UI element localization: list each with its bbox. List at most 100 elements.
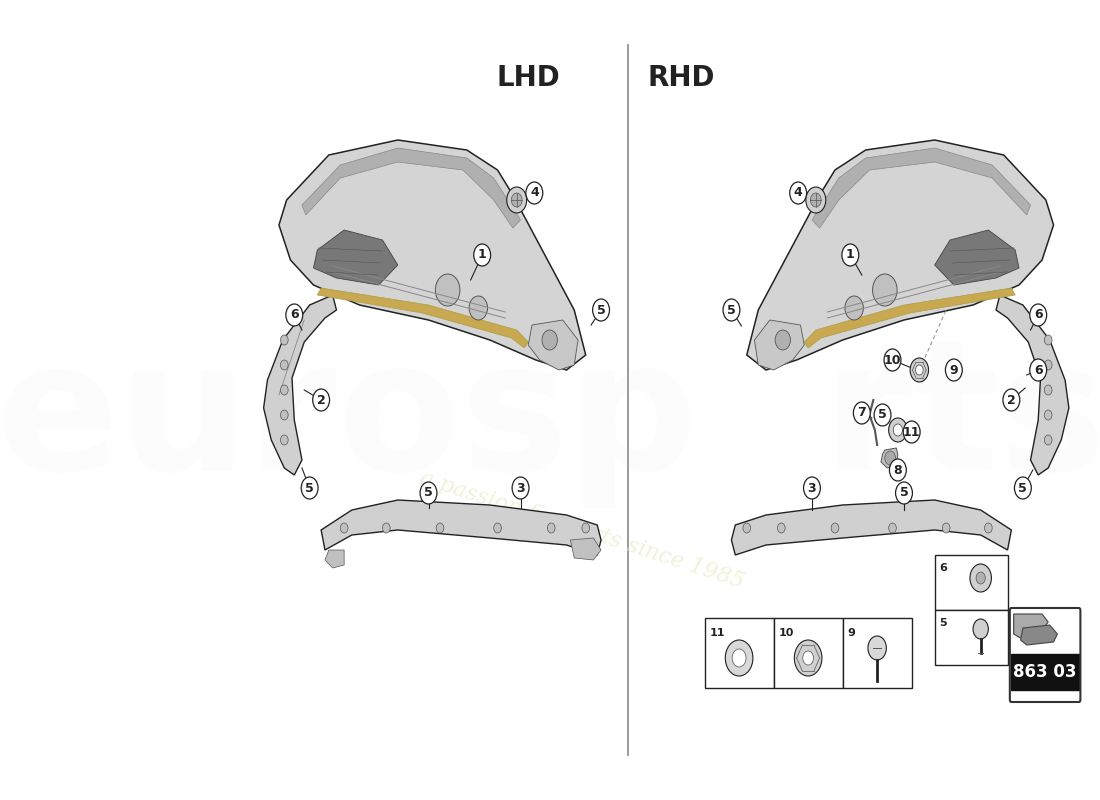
Circle shape <box>842 244 859 266</box>
Circle shape <box>903 421 920 443</box>
Text: 2: 2 <box>1006 394 1015 406</box>
Text: 5: 5 <box>939 618 947 628</box>
Text: a passion for parts since 1985: a passion for parts since 1985 <box>417 467 747 593</box>
Text: 5: 5 <box>727 303 736 317</box>
Circle shape <box>776 330 791 350</box>
Text: 5: 5 <box>878 409 887 422</box>
Text: RHD: RHD <box>648 64 715 92</box>
Circle shape <box>526 182 542 204</box>
Polygon shape <box>324 550 344 568</box>
Circle shape <box>1044 410 1052 420</box>
Circle shape <box>1044 435 1052 445</box>
Circle shape <box>868 636 887 660</box>
Circle shape <box>872 274 898 306</box>
Circle shape <box>778 523 785 533</box>
Circle shape <box>910 358 928 382</box>
Polygon shape <box>264 295 337 475</box>
Polygon shape <box>314 230 398 285</box>
Circle shape <box>420 482 437 504</box>
Circle shape <box>582 523 590 533</box>
Circle shape <box>733 649 746 667</box>
Circle shape <box>548 523 556 533</box>
Circle shape <box>280 410 288 420</box>
Circle shape <box>854 402 870 424</box>
Circle shape <box>286 304 302 326</box>
Circle shape <box>280 385 288 395</box>
Circle shape <box>301 477 318 499</box>
Text: 7: 7 <box>857 406 866 419</box>
Circle shape <box>845 296 864 320</box>
Polygon shape <box>1021 625 1057 645</box>
Circle shape <box>884 349 901 371</box>
Circle shape <box>1030 359 1046 381</box>
Circle shape <box>984 523 992 533</box>
Circle shape <box>512 193 522 207</box>
Circle shape <box>790 182 806 204</box>
Polygon shape <box>302 148 520 228</box>
Circle shape <box>542 330 558 350</box>
Circle shape <box>742 523 750 533</box>
Circle shape <box>469 296 487 320</box>
Circle shape <box>1044 385 1052 395</box>
Text: 1: 1 <box>477 249 486 262</box>
Text: 10: 10 <box>883 354 901 366</box>
Circle shape <box>725 640 752 676</box>
Circle shape <box>895 482 912 504</box>
Polygon shape <box>317 288 528 348</box>
Circle shape <box>437 523 443 533</box>
Circle shape <box>280 335 288 345</box>
Text: 11: 11 <box>903 426 921 438</box>
Circle shape <box>970 564 991 592</box>
Circle shape <box>889 523 896 533</box>
Circle shape <box>1030 304 1046 326</box>
Polygon shape <box>755 320 804 370</box>
Text: 5: 5 <box>596 303 605 317</box>
Circle shape <box>889 418 908 442</box>
Polygon shape <box>571 538 601 560</box>
Circle shape <box>803 651 814 665</box>
Polygon shape <box>321 500 601 555</box>
Circle shape <box>874 404 891 426</box>
Text: 4: 4 <box>794 186 803 199</box>
Polygon shape <box>812 148 1031 228</box>
Circle shape <box>915 365 923 375</box>
Circle shape <box>884 451 895 465</box>
Circle shape <box>893 424 902 436</box>
Text: 5: 5 <box>900 486 909 499</box>
Text: 4: 4 <box>530 186 539 199</box>
Circle shape <box>723 299 740 321</box>
Bar <box>935 610 1008 665</box>
Circle shape <box>474 244 491 266</box>
Text: 6: 6 <box>1034 363 1043 377</box>
Text: eurosp  rts: eurosp rts <box>0 332 1100 508</box>
Bar <box>935 555 1008 610</box>
Text: 2: 2 <box>317 394 326 406</box>
Circle shape <box>943 523 950 533</box>
Circle shape <box>1003 389 1020 411</box>
Text: 6: 6 <box>1034 309 1043 322</box>
Polygon shape <box>528 320 579 370</box>
Bar <box>1011 654 1079 690</box>
Text: 3: 3 <box>807 482 816 494</box>
Text: 6: 6 <box>939 563 947 573</box>
Text: 6: 6 <box>290 309 298 322</box>
Bar <box>773 618 843 688</box>
Text: 9: 9 <box>847 628 855 638</box>
Bar <box>705 618 773 688</box>
Polygon shape <box>747 140 1054 370</box>
Polygon shape <box>1014 614 1048 638</box>
Circle shape <box>312 389 330 411</box>
Text: 9: 9 <box>949 363 958 377</box>
Circle shape <box>513 477 529 499</box>
Polygon shape <box>935 230 1019 285</box>
Text: LHD: LHD <box>496 64 560 92</box>
Polygon shape <box>881 448 898 468</box>
Circle shape <box>945 359 962 381</box>
Circle shape <box>494 523 502 533</box>
Text: 863 03: 863 03 <box>1013 663 1077 681</box>
Circle shape <box>803 477 821 499</box>
Bar <box>843 618 912 688</box>
Circle shape <box>832 523 839 533</box>
Polygon shape <box>732 500 1011 555</box>
Polygon shape <box>279 140 585 370</box>
